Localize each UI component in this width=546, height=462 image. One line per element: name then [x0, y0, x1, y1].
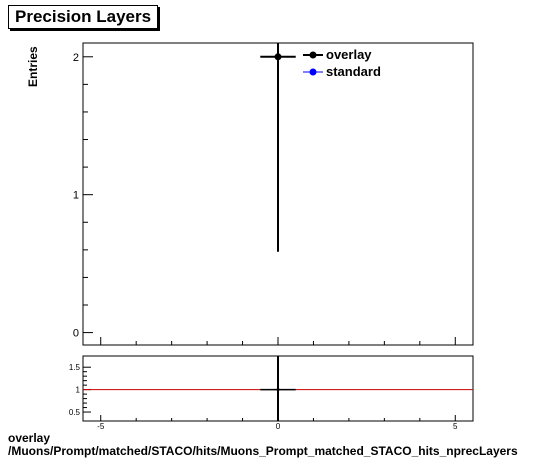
footer-line-1: overlay: [8, 431, 51, 445]
legend-standard-marker: [309, 68, 317, 76]
ratio-y-tick-label: 1: [76, 386, 81, 395]
chart-canvas: 0 1 2 Entries overlay standard 0.5 1 1.5 -5 0…: [26, 42, 474, 430]
ratio-x-tick-label: 0: [276, 422, 281, 430]
x-axis-label: Precision Layers: [413, 429, 472, 430]
ratio-x-tick-label: -5: [97, 422, 105, 430]
y-tick-label: 0: [73, 328, 79, 340]
overlay-point: [274, 53, 282, 61]
y-tick-label: 2: [73, 52, 79, 64]
legend-overlay-marker: [309, 51, 317, 59]
ratio-y-tick-label: 0.5: [69, 408, 81, 417]
footer: overlay /Muons/Prompt/matched/STACO/hits…: [8, 432, 518, 458]
ratio-point: [276, 388, 280, 392]
main-y-axis: 0 1 2: [73, 52, 93, 340]
main-plot-area: [260, 43, 296, 252]
footer-path: /Muons/Prompt/matched/STACO/hits/Muons_P…: [8, 444, 518, 458]
y-axis-label: Entries: [26, 46, 40, 87]
legend: overlay standard: [303, 47, 381, 79]
legend-overlay-label: overlay: [326, 47, 372, 62]
y-tick-label: 1: [73, 190, 79, 202]
legend-standard-label: standard: [326, 64, 381, 79]
chart-title: Precision Layers: [8, 5, 159, 29]
ratio-x-tick-label: 5: [453, 422, 458, 430]
main-x-axis: [100, 337, 456, 345]
ratio-plot-area: [83, 356, 473, 421]
ratio-y-tick-label: 1.5: [69, 363, 81, 372]
